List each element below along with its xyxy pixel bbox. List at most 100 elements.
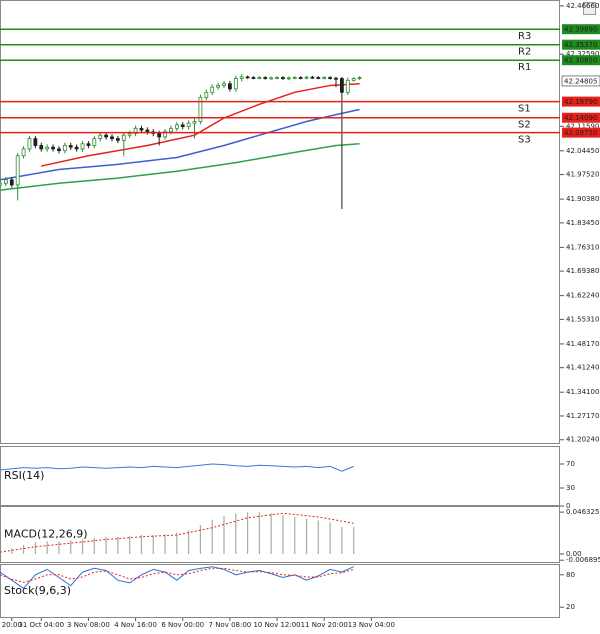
candle-body (174, 124, 179, 129)
candle-body (98, 134, 103, 140)
level-label-box (562, 96, 600, 107)
candle-body (180, 124, 185, 128)
candle-body (357, 77, 362, 79)
candle-body (15, 155, 20, 186)
rsi-panel (0, 446, 560, 506)
y-tick-label: 30 (566, 484, 575, 492)
indicator-line (0, 143, 360, 191)
macd-bar (152, 534, 154, 554)
candle-body (21, 148, 26, 157)
candle-body (104, 134, 109, 138)
indicator-line (0, 108, 360, 181)
level-label-box (562, 55, 600, 66)
macd-bar (105, 536, 107, 554)
candle-body (62, 145, 67, 152)
candle-body (339, 78, 344, 93)
candle-body (127, 133, 132, 136)
macd-bar (317, 520, 319, 554)
candle-body (210, 86, 215, 93)
y-tick-label: 41.55310 (566, 315, 599, 323)
macd-bar (258, 512, 260, 554)
macd-bar (140, 534, 143, 554)
level-label-box (562, 39, 600, 50)
level-name: S3 (518, 135, 531, 146)
candle-body (133, 127, 138, 134)
candle-body (310, 76, 315, 79)
y-tick-label: 20 (566, 603, 575, 611)
candle-body (157, 133, 162, 138)
level-label: 42.39890 (564, 26, 597, 34)
candle-body (316, 77, 321, 79)
candle-body (204, 91, 209, 98)
candle-body (33, 138, 38, 146)
y-tick-label: 0 (566, 502, 570, 510)
candle-body (322, 77, 327, 79)
y-tick-label: 41.41240 (566, 364, 599, 372)
candle-body (139, 127, 144, 131)
corner-icon (583, 2, 596, 15)
indicator-label: MACD(12,26,9) (4, 528, 88, 541)
y-tick-label: 41.97520 (566, 171, 599, 179)
level-name: R1 (518, 62, 531, 73)
level-label-box (562, 112, 600, 123)
level-name: R3 (518, 31, 531, 42)
indicator-line (0, 512, 354, 553)
macd-bar (270, 513, 272, 554)
y-tick-label: 41.76310 (566, 243, 599, 251)
candle-body (121, 134, 126, 141)
macd-bar (294, 516, 296, 554)
candle-body (163, 131, 167, 138)
candle-body (304, 76, 309, 79)
y-tick-label: 41.20240 (566, 436, 599, 444)
candle-body (275, 77, 279, 79)
indicator-line (0, 566, 354, 589)
x-tick-label: 13 Nov 04:00 (348, 621, 395, 629)
x-tick-label: 7 Nov 08:00 (209, 621, 252, 629)
indicator-label: RSI(14) (4, 469, 44, 482)
y-tick-label: 41.83450 (566, 219, 599, 227)
y-tick-label: 41.34100 (566, 388, 599, 396)
macd-bar (211, 519, 213, 554)
y-tick-label: 41.48170 (566, 340, 599, 348)
candle-body (39, 145, 44, 150)
level-name: S2 (518, 120, 531, 131)
macd-bar (46, 541, 48, 554)
level-label-box (562, 127, 600, 138)
candle-body (251, 77, 256, 79)
macd-bar (129, 535, 131, 554)
macd-bar (353, 526, 355, 554)
macd-bar (282, 515, 284, 554)
stoch-panel (0, 564, 560, 618)
candle-body (227, 83, 232, 90)
candle-body (51, 146, 55, 150)
candle-body (115, 138, 120, 141)
candle-body (27, 138, 32, 150)
macd-bar (22, 544, 25, 554)
candle-body (245, 76, 250, 79)
macd-bar (70, 540, 72, 554)
candle-body (0, 182, 2, 186)
candle-body (328, 77, 333, 79)
level-name: R2 (518, 47, 531, 58)
indicator-label: Stock(9,6,3) (4, 584, 71, 597)
macd-bar (93, 537, 95, 554)
macd-bar (199, 525, 202, 554)
x-tick-label: 6 Nov 00:00 (161, 621, 204, 629)
candle-body (169, 127, 173, 133)
main-panel (0, 0, 560, 444)
y-tick-label: 70 (566, 460, 575, 468)
level-label-box (562, 24, 600, 35)
y-tick-label: 42.32590 (566, 50, 599, 58)
macd-bar (341, 526, 343, 554)
y-tick-label: 80 (566, 571, 575, 579)
candle-body (298, 77, 303, 79)
candle-body (9, 179, 14, 186)
macd-bar (305, 518, 308, 554)
level-label: 42.30850 (564, 57, 597, 65)
macd-bar (34, 542, 36, 554)
x-tick-label: 4 Nov 16:00 (114, 621, 157, 629)
candle-body (3, 179, 8, 184)
candle-body (345, 79, 350, 93)
